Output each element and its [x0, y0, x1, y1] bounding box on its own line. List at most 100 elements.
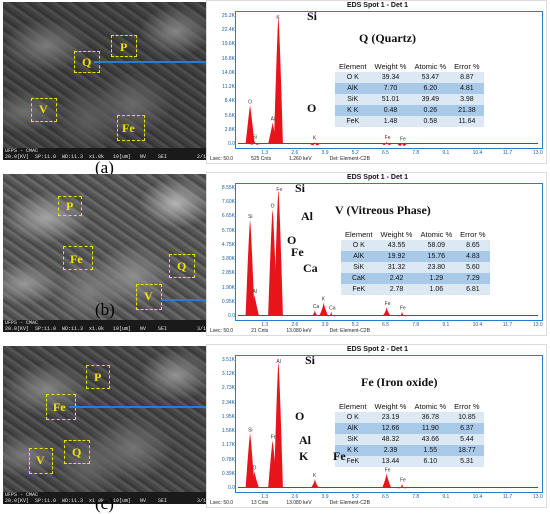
table-cell: SiK	[335, 434, 371, 445]
table-cell: 0.58	[410, 116, 451, 127]
y-tick-b: 4.75K	[221, 241, 235, 248]
peak-label-a: Fe	[385, 135, 391, 141]
peak-ca-b	[319, 302, 329, 316]
marker-label-fe-c: Fe	[53, 400, 66, 414]
table-row: K K 2.39 1.55 18.77	[335, 445, 484, 456]
x-tick-a: 7.8	[412, 150, 420, 156]
peak-label-a: O	[248, 99, 252, 105]
marker-v-a	[31, 98, 57, 122]
y-tick-a: 16.8K	[221, 55, 235, 62]
table-cell: 31.32	[376, 262, 417, 273]
peak-label-b: Si	[248, 214, 252, 220]
marker-q-b	[169, 254, 195, 278]
eds-footer-det-a: Det: Element-C2B	[329, 156, 370, 162]
table-cell: SiK	[335, 94, 371, 105]
y-tick-a: 5.6K	[224, 112, 235, 119]
table-header-cell: Error %	[454, 402, 480, 411]
peak-si-c	[273, 362, 283, 488]
y-tick-a: 14.0K	[221, 69, 235, 76]
peak-fe-c	[249, 471, 259, 488]
table-cell: 7.29	[456, 273, 490, 284]
peak-label-b: Fe	[385, 301, 391, 307]
peak-label-c: Fe	[385, 467, 391, 473]
sem-micrograph-c: UFPS - CMAC 20.0[KV] SP:11.0 WD:11.3 x1.…	[3, 346, 219, 504]
caption-b: (b)	[95, 300, 115, 319]
table-cell: 4.81	[450, 83, 484, 94]
table-header-cell: Error %	[454, 62, 480, 71]
eds-footer-cnts-c: 13 Cnts	[251, 500, 269, 506]
table-cell: 48.32	[370, 434, 411, 445]
marker-label-v-c: V	[36, 453, 45, 467]
marker-label-q-a: Q	[82, 55, 92, 69]
sem-image-b	[3, 174, 219, 320]
pointer-label-si-b: Si	[295, 181, 306, 195]
table-cell: 5.31	[450, 456, 484, 467]
table-row: AlK 7.70 6.20 4.81	[335, 83, 484, 94]
table-cell: 13.44	[370, 456, 411, 467]
table-cell: 43.55	[376, 240, 417, 251]
table-row: O K 43.55 58.09 8.65	[341, 240, 490, 251]
peak-fe-b	[249, 295, 259, 316]
x-tick-b: 13.0	[533, 322, 543, 328]
table-cell: 2.39	[370, 445, 411, 456]
table-cell: AlK	[335, 83, 371, 94]
y-tick-b: 7.60K	[221, 199, 235, 206]
marker-label-fe-b: Fe	[70, 252, 83, 266]
marker-p-c	[86, 365, 110, 389]
x-tick-c: 11.7	[502, 494, 513, 500]
table-cell: AlK	[341, 251, 377, 262]
table-header-row: Element Weight % Atomic % Error %	[335, 61, 484, 72]
table-cell: SiK	[341, 262, 377, 273]
eds-footer-kev-c: 13.080 keV	[286, 500, 312, 506]
marker-fe-b	[63, 246, 93, 270]
table-row: SiK 48.32 43.66 5.44	[335, 434, 484, 445]
x-tick-b: 9.1	[442, 322, 450, 328]
pointer-label-ca-b: Ca	[303, 261, 318, 275]
peak-fe-b	[397, 311, 407, 317]
eds-spectrum-c: EDS Spot 2 - Det 1 Si O Fe Al K Fe Fe 3.51K 3.1…	[206, 344, 547, 508]
peak-label-c: Fe	[400, 478, 406, 484]
table-cell: K K	[335, 105, 371, 116]
panel-c: UFPS - CMAC 20.0[KV] SP:11.0 WD:11.3 x1.…	[0, 344, 550, 514]
spectrum-plot-a: Si O Al K K Fe Fe	[235, 11, 543, 149]
table-cell: 8.65	[456, 240, 490, 251]
table-cell: 2.78	[376, 284, 417, 295]
eds-footer-a: Lsec: 50.0 525 Cnts 1.260 keV Det: Element-…	[210, 156, 388, 162]
y-tick-a: 2.8K	[224, 126, 235, 133]
pointer-label-o-a: O	[307, 101, 317, 115]
table-cell: 1.29	[416, 273, 457, 284]
table-cell: 3.98	[450, 94, 484, 105]
marker-v-c	[29, 448, 53, 474]
table-cell: 36.78	[410, 412, 451, 423]
results-table-b: Element Weight % Atomic % Error % O K 43.55 58…	[341, 229, 490, 295]
peak-fe-b	[382, 307, 392, 316]
phase-title-b: V (Vitreous Phase)	[335, 203, 431, 217]
x-tick-a: 9.1	[442, 150, 450, 156]
y-tick-a: 11.2K	[222, 84, 235, 91]
peak-o-b	[245, 220, 255, 316]
peak-label-b: Fe	[400, 306, 406, 312]
table-cell: 23.19	[370, 412, 411, 423]
y-tick-c: 0.78K	[221, 456, 235, 463]
peak-si-a	[273, 17, 283, 145]
table-cell: 43.66	[410, 434, 451, 445]
table-cell: 0.26	[410, 105, 451, 116]
table-cell: 6.20	[410, 83, 451, 94]
table-cell: 23.80	[416, 262, 457, 273]
peak-label-a: Al	[271, 117, 275, 123]
marker-label-q-b: Q	[177, 259, 187, 273]
x-tick-c: 7.8	[412, 494, 420, 500]
y-tick-a: 25.2K	[221, 13, 235, 19]
y-tick-b: 3.80K	[221, 256, 235, 263]
table-cell: 0.48	[370, 105, 411, 116]
x-tick-a: 13.0	[533, 150, 543, 156]
y-tick-b: 8.55K	[221, 185, 235, 191]
x-tick-a: 2.6	[291, 150, 299, 156]
pointer-label-al-c: Al	[299, 433, 311, 447]
x-tick-a: 11.7	[502, 150, 513, 156]
x-tick-b: 11.7	[502, 322, 513, 328]
table-header-cell: Weight %	[380, 230, 413, 239]
table-cell: 1.06	[416, 284, 457, 295]
